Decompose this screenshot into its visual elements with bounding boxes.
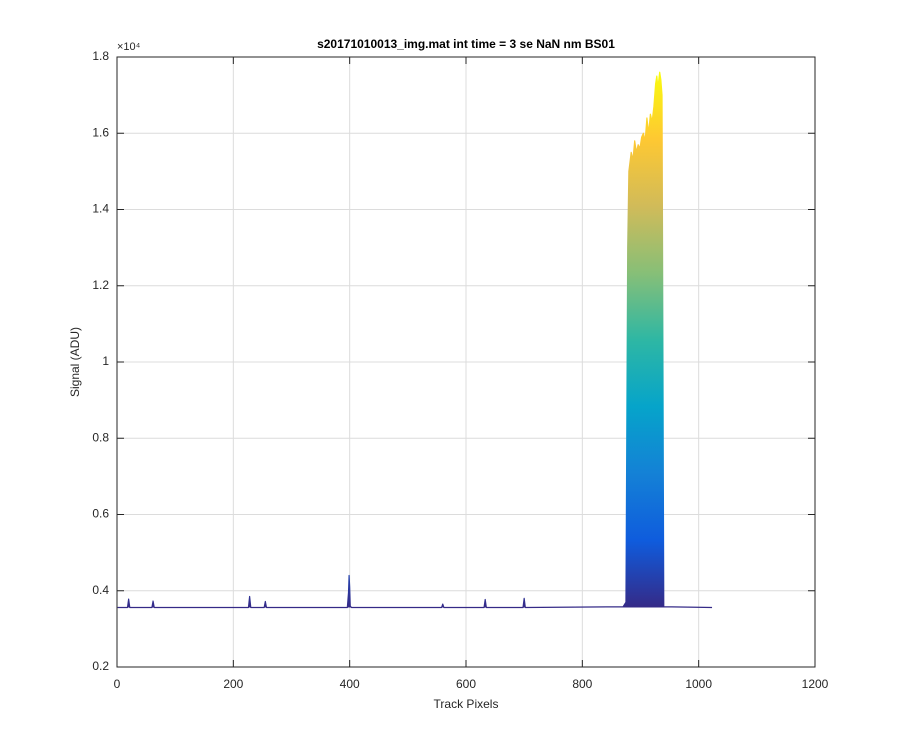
y-tick-label: 1 [102,354,109,368]
y-tick-label: 0.6 [92,507,109,521]
x-tick-label: 600 [456,677,476,691]
x-tick-label: 1000 [685,677,712,691]
x-axis-label: Track Pixels [434,697,499,711]
x-tick-label: 800 [572,677,592,691]
x-tick-label: 0 [114,677,121,691]
signal-line [117,71,713,609]
y-axis-label: Signal (ADU) [68,327,82,397]
x-tick-label: 1200 [802,677,829,691]
y-tick-label: 1.2 [92,278,109,292]
chart-title: s20171010013_img.mat int time = 3 se NaN… [317,37,615,51]
y-multiplier: ×10⁴ [117,41,141,53]
plot-frame [116,56,816,668]
y-tick-label: 1.8 [92,49,109,63]
x-tick-label: 400 [340,677,360,691]
y-tick-label: 1.4 [92,202,109,216]
signal-area [117,72,713,608]
x-tick-label: 200 [223,677,243,691]
y-tick-label: 0.4 [92,583,109,597]
y-tick-label: 0.2 [92,659,109,673]
y-tick-label: 1.6 [92,125,109,139]
y-tick-label: 0.8 [92,430,109,444]
